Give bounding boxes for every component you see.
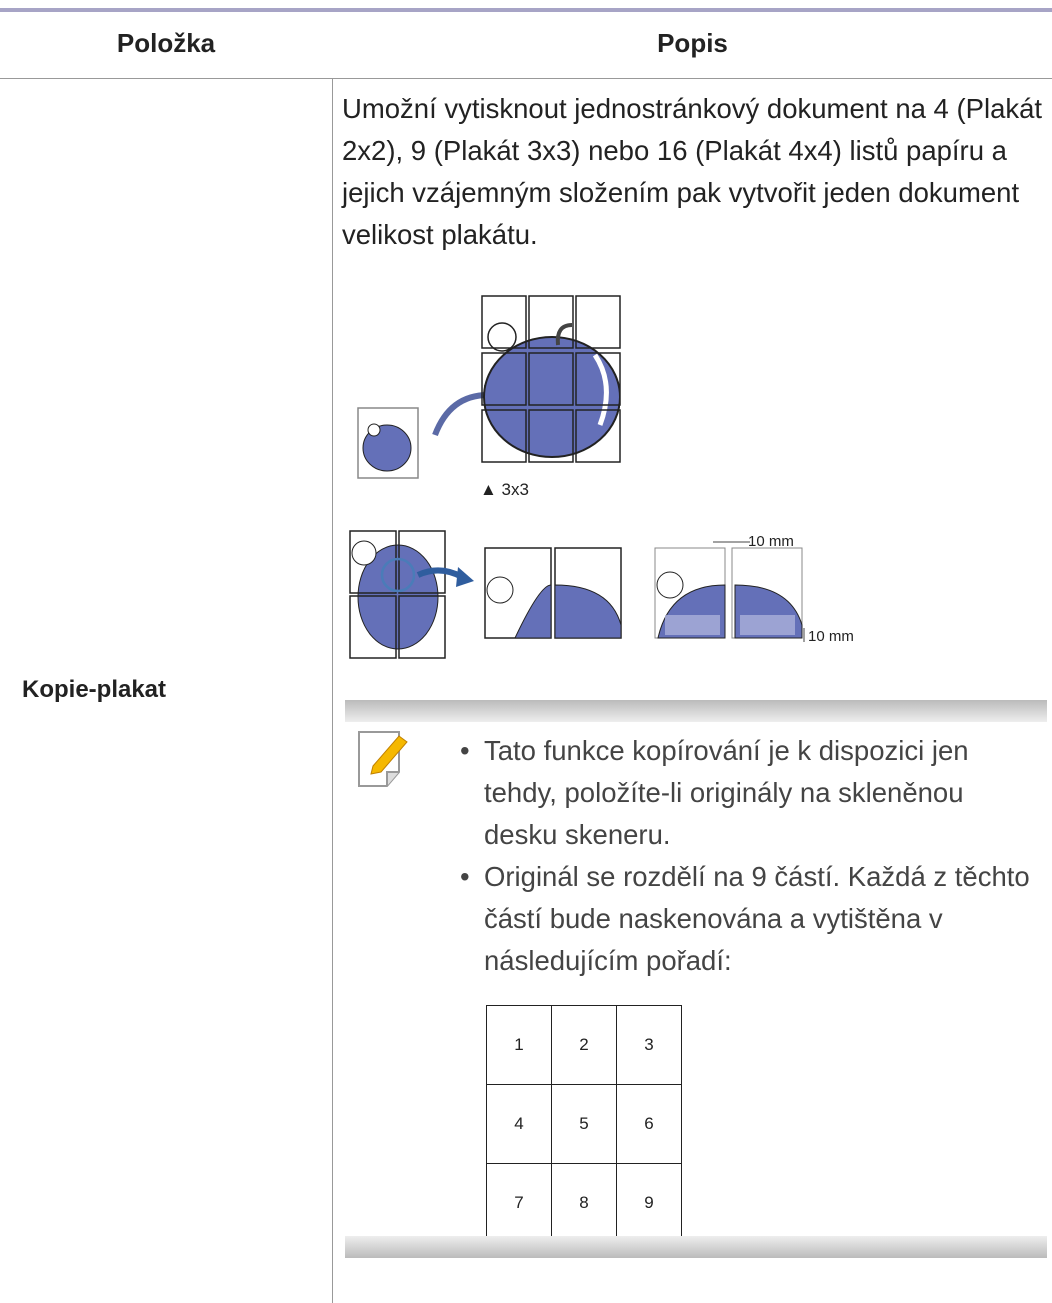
- grid-cell: 2: [551, 1005, 617, 1085]
- grid-cell: 5: [551, 1084, 617, 1164]
- margin-label: 10 mm: [748, 533, 794, 550]
- grid-cell: 9: [616, 1163, 682, 1243]
- grid-cell: 7: [486, 1163, 552, 1243]
- figure-caption: ▲ 3x3: [480, 480, 529, 499]
- grid-cell: 8: [551, 1163, 617, 1243]
- note-item: Originál se rozdělí na 9 částí. Každá z …: [460, 856, 1039, 982]
- column-rule: [332, 79, 333, 1303]
- note-band-bottom: [345, 1236, 1047, 1258]
- grid-cell: 3: [616, 1005, 682, 1085]
- grid-cell: 1: [486, 1005, 552, 1085]
- note-band-top: [345, 700, 1047, 722]
- header-item: Položka: [116, 28, 216, 58]
- item-name: Kopie-plakat: [22, 676, 167, 703]
- header-description: Popis: [657, 28, 728, 58]
- grid-cell: 6: [616, 1084, 682, 1164]
- poster-illustration: ▲ 3x3 10 mm 10 mm: [349, 295, 854, 659]
- header-rule: [0, 78, 1052, 79]
- description: Umožní vytisknout jednostránkový dokumen…: [342, 93, 1043, 250]
- margin-label: 10 mm: [808, 628, 854, 645]
- top-rule: [0, 8, 1052, 12]
- note-item: Tato funkce kopírování je k dispozici je…: [460, 730, 1039, 856]
- grid-cell: 4: [486, 1084, 552, 1164]
- note-icon: [358, 731, 408, 787]
